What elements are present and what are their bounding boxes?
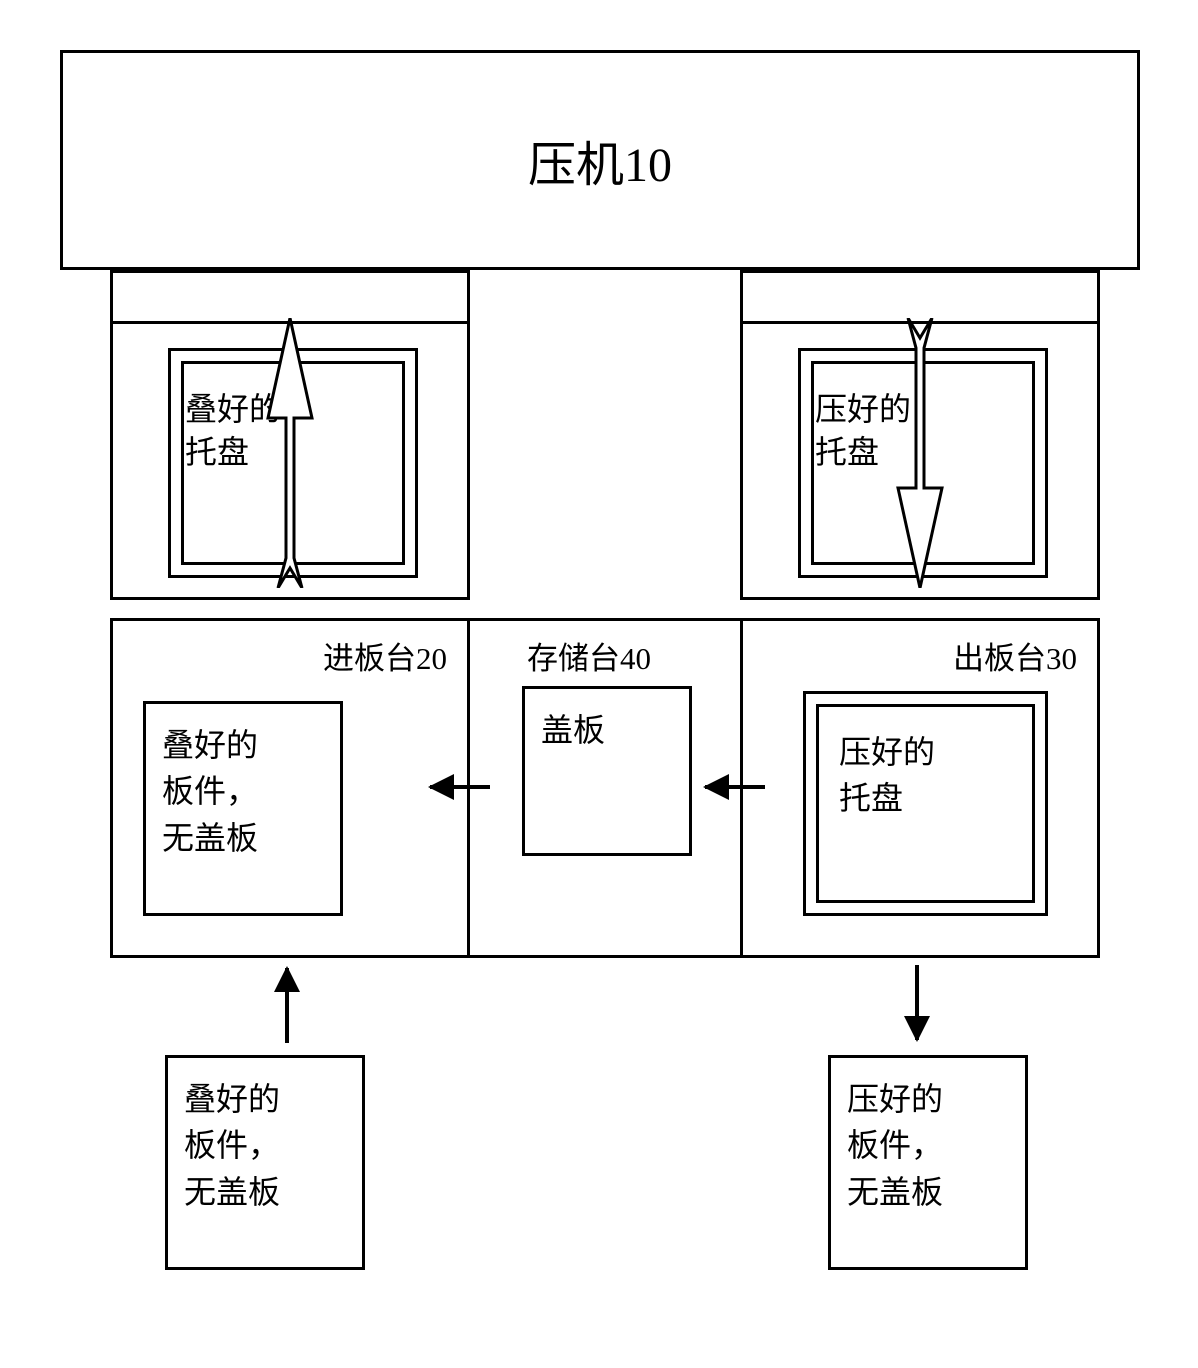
- station-input-label: 进板台20: [323, 633, 447, 678]
- arrow-down-icon: [918, 318, 922, 583]
- content-line: 压好的: [847, 1076, 1009, 1122]
- arrow-left-icon: [430, 785, 490, 789]
- content-line: 托盘: [839, 775, 1012, 821]
- content-line: 无盖板: [184, 1169, 346, 1215]
- content-line: 叠好的: [162, 722, 324, 768]
- station-storage: 存储台40 盖板: [467, 618, 743, 958]
- content-line: 盖板: [541, 707, 673, 753]
- content-line: 板件，: [184, 1122, 346, 1168]
- station-input-content: 叠好的 板件， 无盖板: [143, 701, 343, 916]
- loading-area-left: 叠好的 托盘: [110, 270, 470, 600]
- station-input: 进板台20 叠好的 板件， 无盖板: [110, 618, 470, 958]
- station-output: 出板台30 压好的 托盘: [740, 618, 1100, 958]
- content-line: 叠好的: [184, 1076, 346, 1122]
- content-line: 无盖板: [847, 1169, 1009, 1215]
- arrow-up-icon: [288, 318, 292, 583]
- press-box: 压机10: [60, 50, 1140, 270]
- press-label: 压机10: [528, 125, 672, 195]
- station-output-label: 出板台30: [953, 633, 1077, 678]
- arrow-down-small-icon: [915, 965, 919, 1040]
- content-line: 压好的: [839, 729, 1012, 775]
- content-line: 无盖板: [162, 815, 324, 861]
- bottom-box-output: 压好的 板件， 无盖板: [828, 1055, 1028, 1270]
- arrow-up-small-icon: [285, 968, 289, 1043]
- arrow-left-icon: [705, 785, 765, 789]
- loading-area-right: 压好的 托盘: [740, 270, 1100, 600]
- station-output-tray-outer: 压好的 托盘: [803, 691, 1048, 916]
- station-output-tray-inner: 压好的 托盘: [816, 704, 1035, 903]
- station-storage-label: 存储台40: [527, 633, 651, 678]
- station-storage-content: 盖板: [522, 686, 692, 856]
- content-line: 板件，: [847, 1122, 1009, 1168]
- bottom-box-input: 叠好的 板件， 无盖板: [165, 1055, 365, 1270]
- content-line: 板件，: [162, 768, 324, 814]
